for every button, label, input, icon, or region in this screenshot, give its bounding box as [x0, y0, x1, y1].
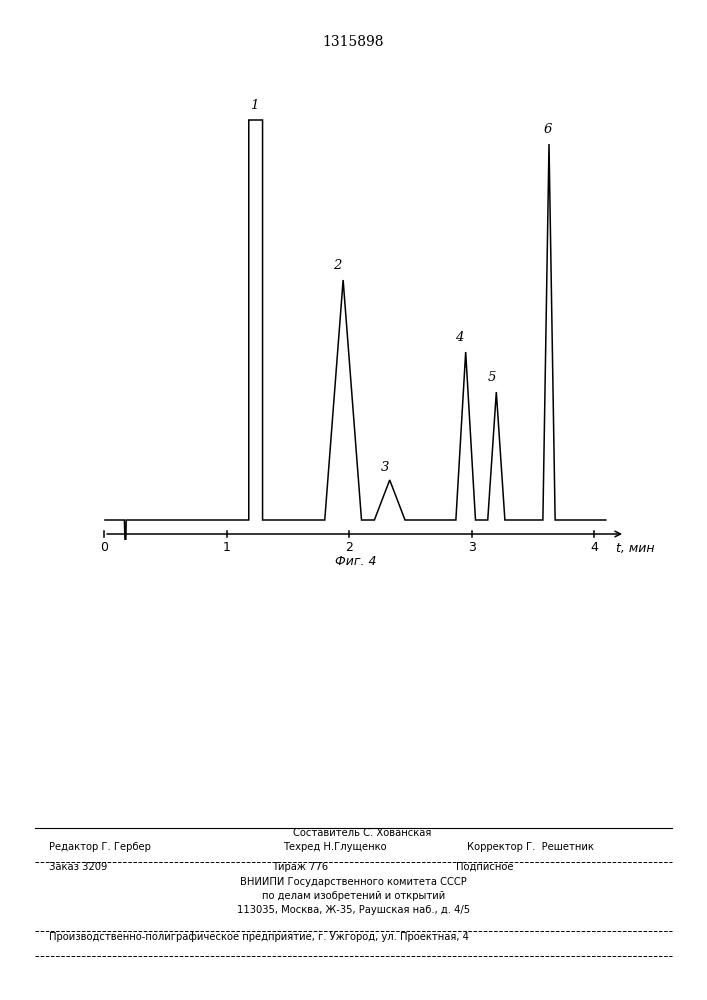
Text: 1315898: 1315898 [323, 35, 384, 49]
Text: ВНИИПИ Государственного комитета СССР: ВНИИПИ Государственного комитета СССР [240, 877, 467, 887]
Text: по делам изобретений и открытий: по делам изобретений и открытий [262, 891, 445, 901]
Text: 1: 1 [223, 541, 230, 554]
Text: 5: 5 [488, 371, 496, 384]
Text: 3: 3 [381, 461, 390, 474]
Text: Составитель С. Хованская: Составитель С. Хованская [293, 828, 432, 838]
Text: 6: 6 [544, 123, 552, 136]
Text: Техред Н.Глущенко: Техред Н.Глущенко [283, 842, 387, 852]
Text: Редактор Г. Гербер: Редактор Г. Гербер [49, 842, 151, 852]
Text: 113035, Москва, Ж-35, Раушская наб., д. 4/5: 113035, Москва, Ж-35, Раушская наб., д. … [237, 905, 470, 915]
Text: Подписное: Подписное [456, 862, 513, 872]
Text: t, мин: t, мин [617, 542, 655, 555]
Text: 4: 4 [455, 331, 463, 344]
Text: 2: 2 [333, 259, 341, 272]
Text: 2: 2 [345, 541, 354, 554]
Text: Производственно-полиграфическое предприятие, г. Ужгород, ул. Проектная, 4: Производственно-полиграфическое предприя… [49, 932, 469, 942]
Text: 3: 3 [468, 541, 476, 554]
Text: 0: 0 [100, 541, 108, 554]
Text: Тираж 776: Тираж 776 [272, 862, 328, 872]
Text: Заказ 3209: Заказ 3209 [49, 862, 108, 872]
Text: 1: 1 [250, 99, 258, 112]
Text: 4: 4 [590, 541, 598, 554]
Text: Корректор Г.  Решетник: Корректор Г. Решетник [467, 842, 593, 852]
Text: Фиг. 4: Фиг. 4 [334, 555, 376, 568]
